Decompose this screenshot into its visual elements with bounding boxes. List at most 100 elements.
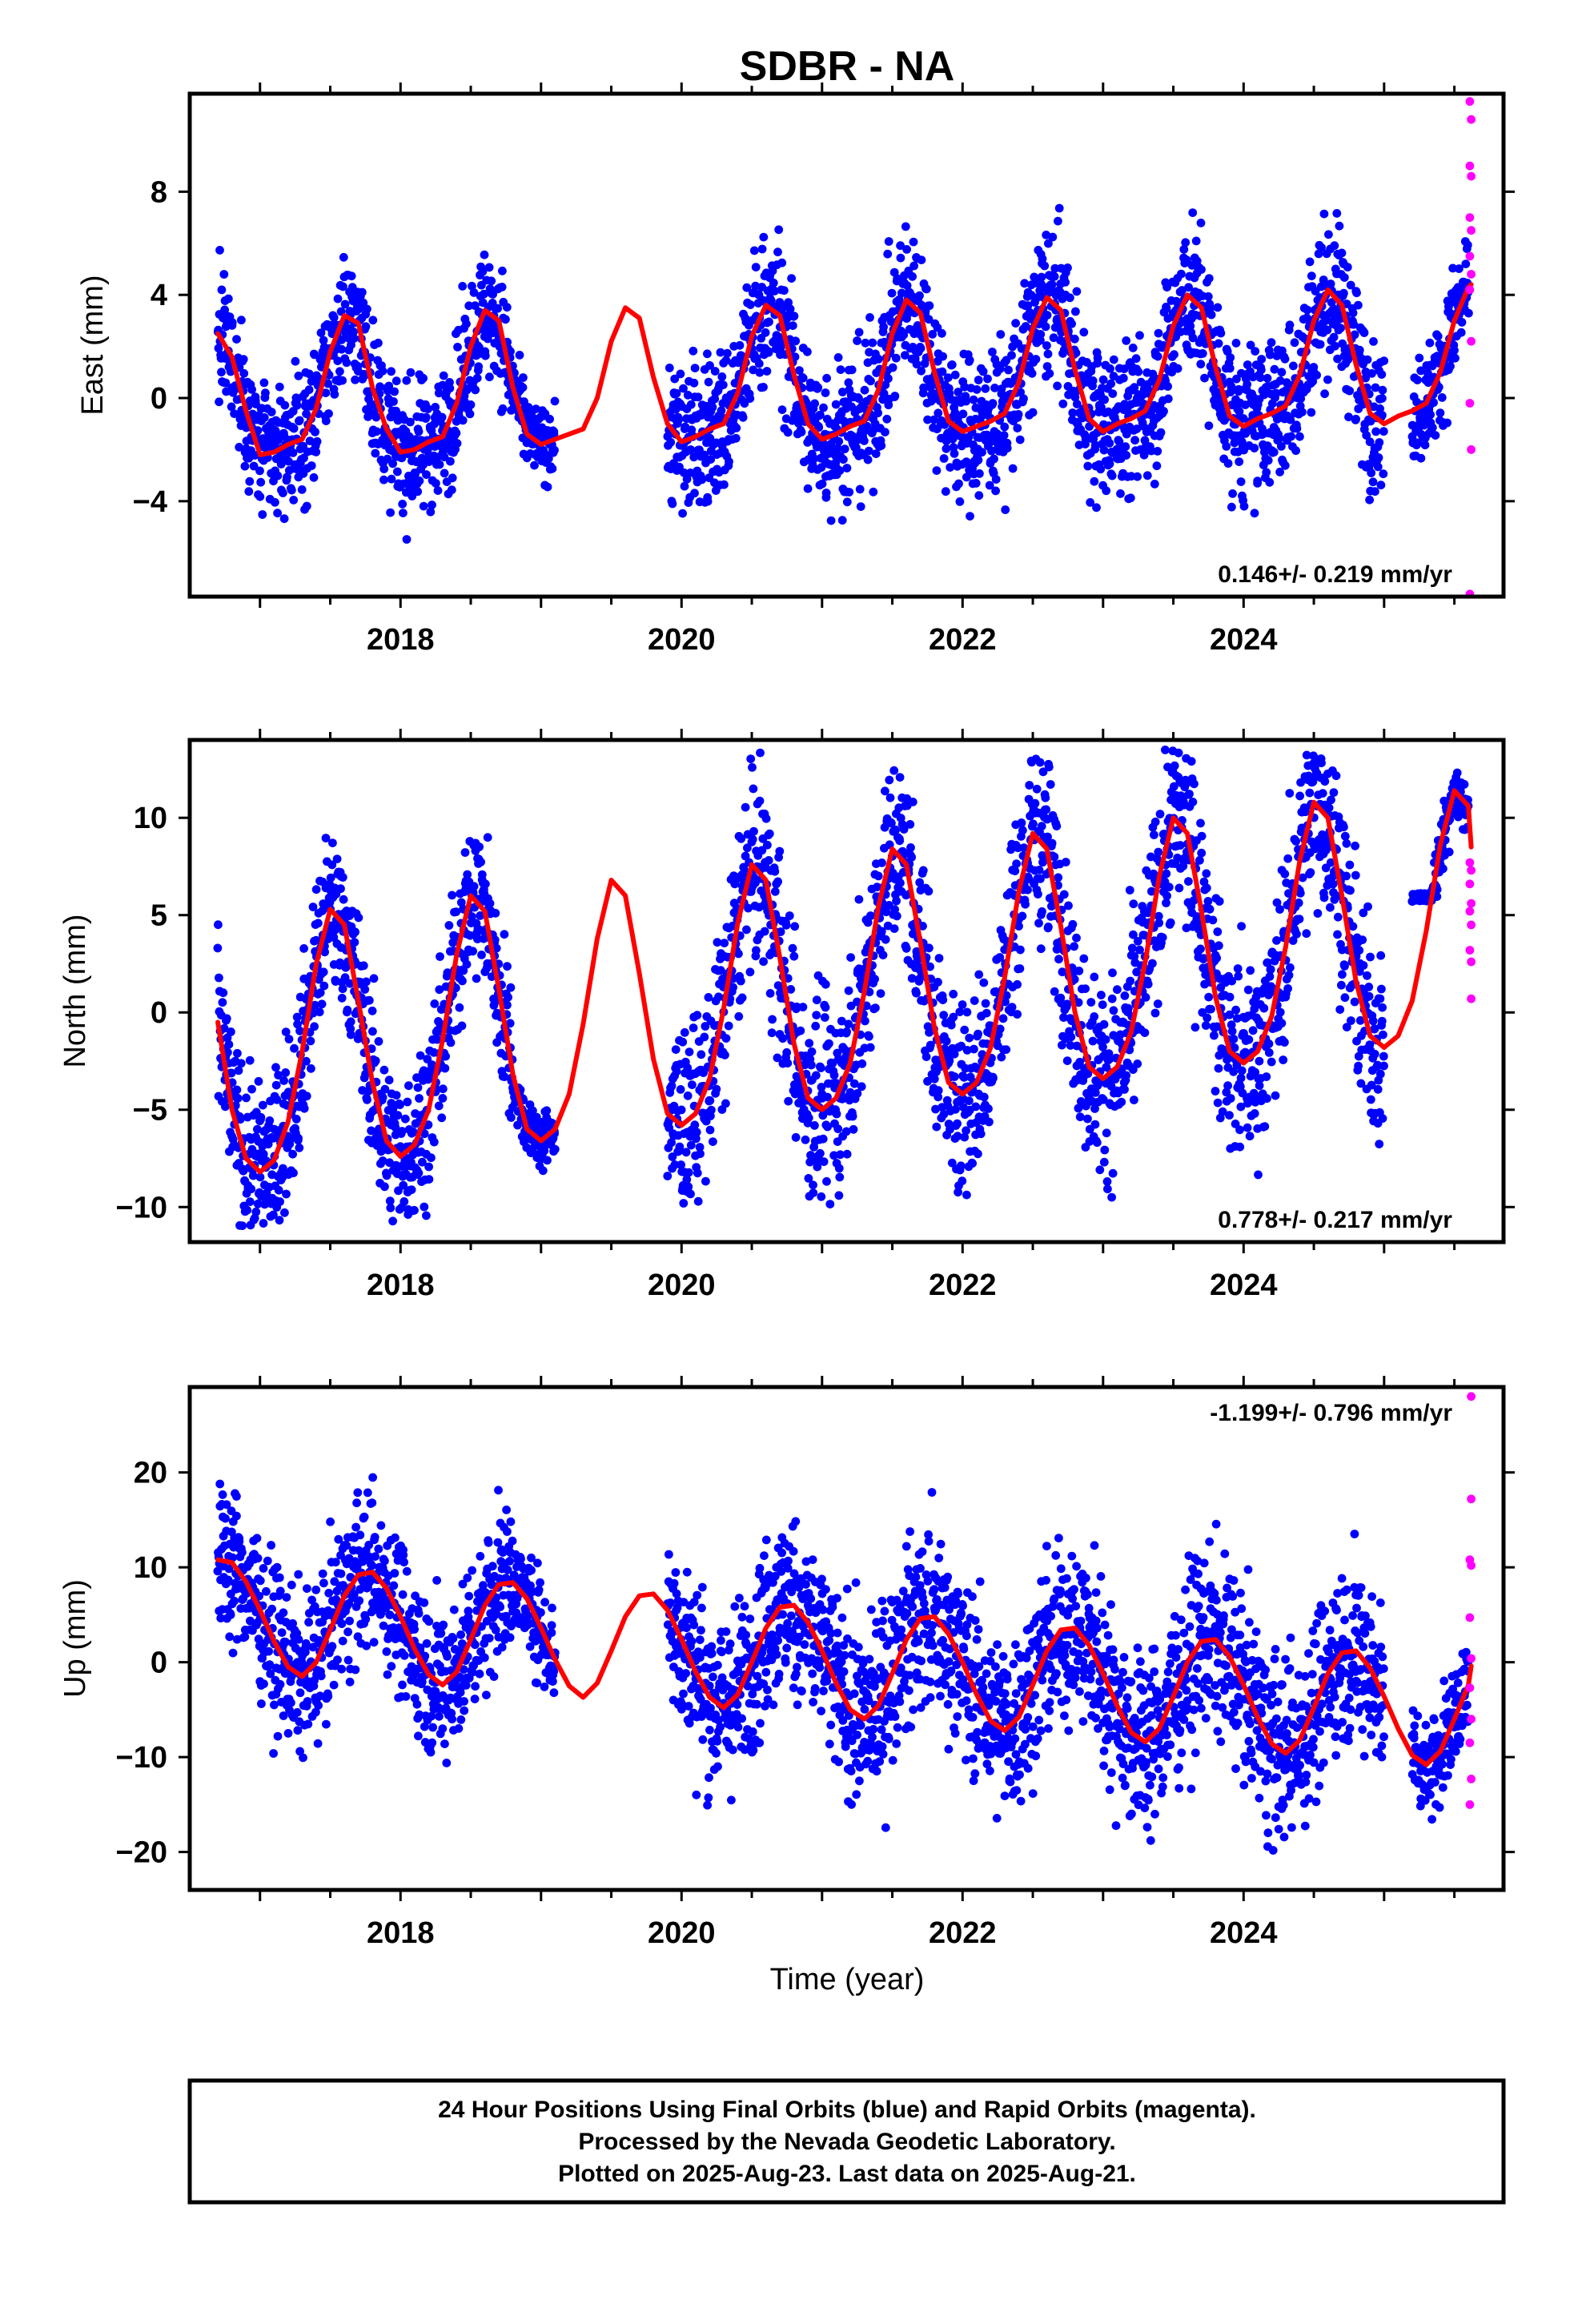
final-orbit-point	[1106, 364, 1114, 373]
final-orbit-point	[294, 372, 303, 380]
final-orbit-point	[882, 414, 892, 424]
final-orbit-point	[965, 1033, 974, 1043]
final-orbit-point	[1109, 355, 1118, 364]
final-orbit-point	[938, 352, 947, 361]
final-orbit-point	[757, 244, 767, 254]
final-orbit-point	[679, 1199, 689, 1208]
final-orbit-point	[1223, 459, 1233, 468]
final-orbit-point	[1292, 424, 1302, 433]
final-orbit-point	[333, 294, 343, 304]
final-orbit-point	[1015, 964, 1025, 973]
final-orbit-point	[764, 348, 773, 357]
final-orbit-point	[280, 1208, 289, 1217]
final-orbit-point	[777, 405, 787, 414]
final-orbit-point	[877, 441, 886, 450]
final-orbit-point	[480, 250, 489, 259]
final-orbit-point	[259, 413, 269, 422]
final-orbit-point	[717, 406, 726, 416]
final-orbit-point	[485, 899, 495, 908]
final-orbit-point	[259, 378, 269, 388]
final-orbit-point	[1204, 274, 1214, 283]
y-axis-label: North (mm)	[58, 914, 92, 1068]
final-orbit-point	[1108, 389, 1118, 398]
final-orbit-point	[908, 271, 917, 281]
final-orbit-point	[299, 944, 308, 953]
rapid-orbit-point	[1467, 115, 1476, 124]
final-orbit-point	[288, 1149, 297, 1159]
final-orbit-point	[1379, 356, 1389, 365]
final-orbit-point	[717, 372, 727, 381]
final-orbit-point	[742, 925, 751, 935]
final-orbit-point	[804, 1113, 813, 1123]
final-orbit-point	[407, 1185, 416, 1194]
final-orbit-point	[978, 448, 986, 457]
final-orbit-point	[1001, 505, 1010, 514]
final-orbit-point	[1014, 410, 1023, 419]
final-orbit-point	[452, 439, 462, 448]
final-orbit-point	[842, 497, 852, 507]
final-orbit-point	[990, 454, 998, 464]
final-orbit-point	[433, 486, 443, 495]
final-orbit-point	[801, 1135, 810, 1144]
final-orbit-point	[295, 416, 304, 425]
final-orbit-point	[760, 927, 769, 936]
final-orbit-point	[1280, 460, 1290, 470]
final-orbit-point	[716, 348, 725, 357]
final-orbit-point	[942, 444, 951, 453]
final-orbit-point	[349, 334, 359, 343]
final-orbit-point	[545, 414, 554, 424]
final-orbit-point	[302, 1092, 311, 1101]
final-orbit-point	[742, 283, 752, 292]
final-orbit-point	[1198, 349, 1207, 358]
final-orbit-point	[679, 384, 688, 393]
final-orbit-point	[679, 468, 689, 477]
final-orbit-point	[227, 318, 237, 328]
final-orbit-point	[307, 1063, 315, 1073]
final-orbit-point	[413, 487, 423, 497]
final-orbit-point	[1369, 337, 1378, 346]
final-orbit-point	[221, 378, 231, 388]
final-orbit-point	[419, 373, 428, 383]
final-orbit-point	[803, 484, 813, 493]
final-orbit-point	[1191, 236, 1201, 246]
final-orbit-point	[1059, 890, 1069, 899]
final-orbit-point	[705, 433, 715, 443]
final-orbit-point	[816, 1148, 825, 1158]
final-orbit-point	[253, 426, 263, 435]
final-orbit-point	[289, 424, 299, 433]
final-orbit-point	[865, 1031, 873, 1041]
final-orbit-point	[1105, 459, 1114, 468]
final-orbit-point	[386, 508, 395, 517]
final-orbit-point	[837, 516, 847, 525]
final-orbit-point	[275, 1197, 284, 1206]
final-orbit-point	[991, 486, 1000, 496]
final-orbit-point	[295, 1143, 304, 1152]
final-orbit-point	[247, 385, 256, 394]
final-orbit-point	[1079, 954, 1089, 963]
final-orbit-point	[483, 334, 492, 344]
final-orbit-point	[798, 1003, 808, 1011]
final-orbit-point	[1133, 472, 1142, 481]
final-orbit-point	[323, 379, 332, 388]
final-orbit-point	[519, 373, 528, 382]
final-orbit-point	[363, 1095, 371, 1104]
final-orbit-point	[506, 983, 516, 992]
final-orbit-point	[290, 1043, 299, 1053]
final-orbit-point	[984, 1104, 993, 1113]
final-orbit-point	[896, 879, 905, 887]
final-orbit-point	[371, 427, 381, 436]
final-orbit-point	[1323, 375, 1332, 384]
final-orbit-point	[707, 1105, 716, 1115]
final-orbit-point	[472, 974, 481, 983]
final-orbit-point	[399, 509, 408, 517]
final-orbit-point	[493, 304, 502, 313]
final-orbit-point	[434, 1101, 444, 1111]
final-orbit-point	[330, 390, 339, 399]
final-orbit-point	[712, 1084, 721, 1094]
final-orbit-point	[1102, 486, 1111, 496]
final-orbit-point	[1235, 457, 1244, 466]
final-orbit-point	[1088, 1036, 1098, 1046]
final-orbit-point	[1290, 338, 1299, 348]
final-orbit-point	[981, 384, 990, 393]
